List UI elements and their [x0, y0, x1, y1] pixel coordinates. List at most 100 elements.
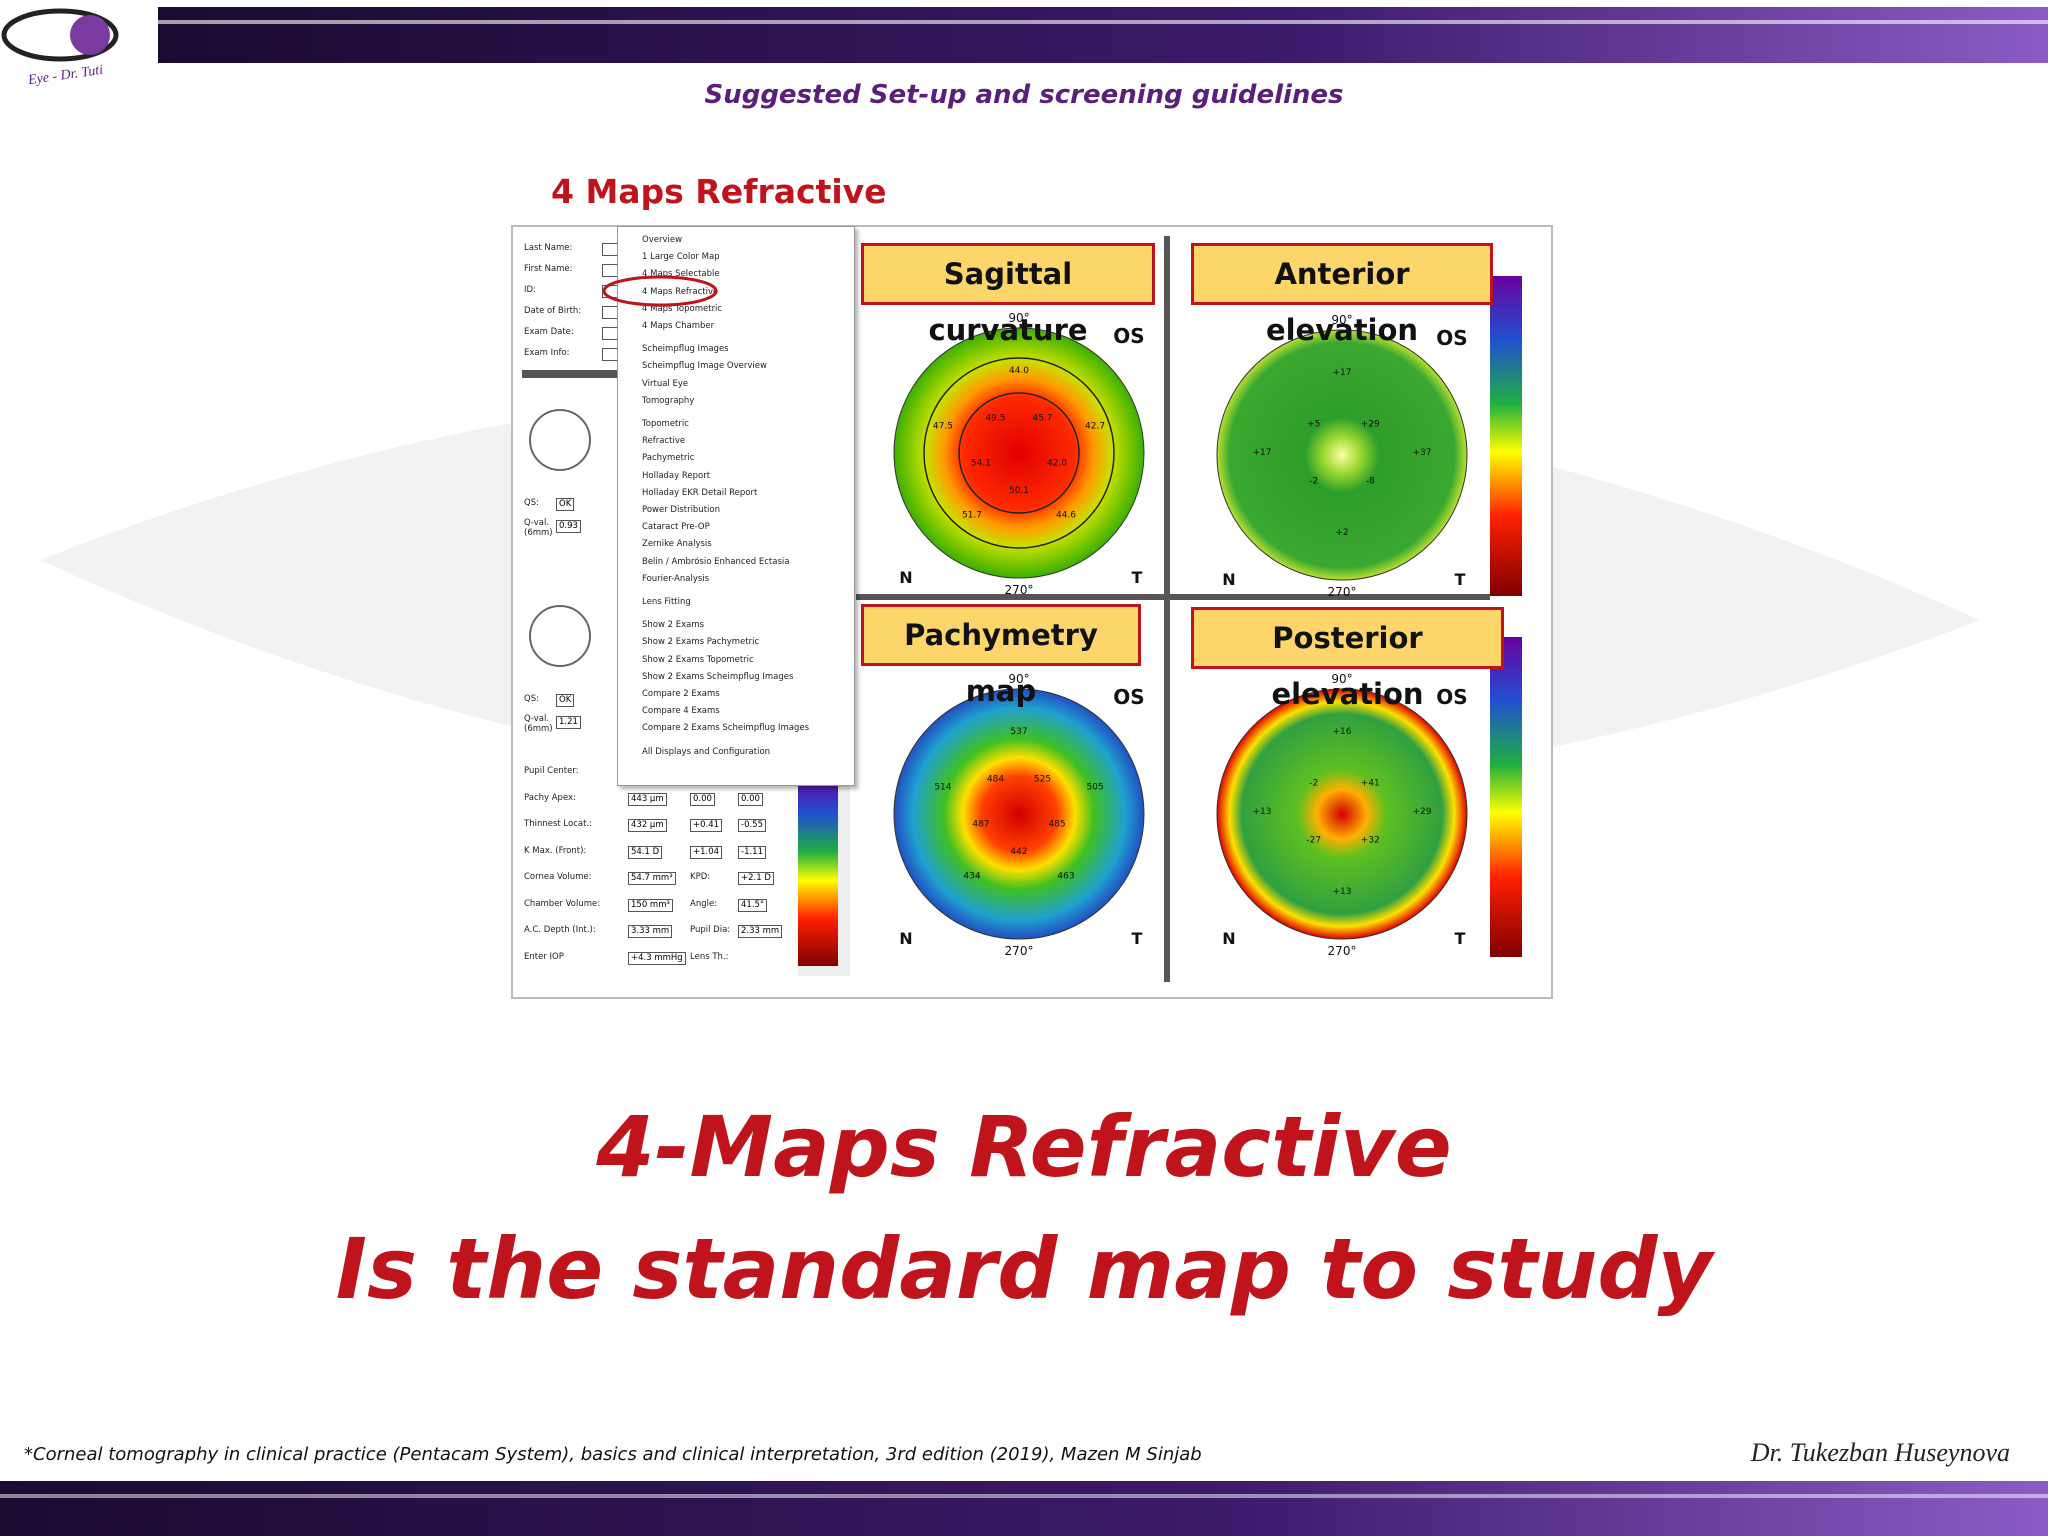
field-label: Last Name: [524, 243, 573, 253]
main-text: Is the standard map to study [335, 1220, 1713, 1318]
map-value: +37 [1413, 448, 1432, 458]
map-value: 44.6 [1056, 511, 1076, 521]
map-value: 51.7 [962, 511, 982, 521]
map-axis: 270° [1005, 944, 1034, 958]
measure-value: +1.04 [690, 845, 723, 859]
measure-label: Lens Th.: [690, 951, 729, 962]
measure-value: +4.3 mmHg [628, 951, 686, 965]
map-value: 44.0 [1009, 366, 1029, 376]
map [893, 688, 1145, 940]
author: Dr. Tukezban Huseynova [1750, 1438, 2010, 1467]
map-value: 47.5 [933, 421, 953, 431]
map-nasal: N [899, 929, 912, 948]
measure-value: +2.1 D [738, 872, 774, 885]
map-temporal: T [1132, 929, 1143, 948]
menu-item: Show 2 Exams Pachymetric [642, 637, 760, 648]
measure-value: -1.11 [738, 845, 766, 859]
map-title: Anterior elevation [1191, 243, 1493, 347]
map-value: +16 [1333, 727, 1352, 737]
map-value: 514 [934, 782, 951, 792]
map-value: -27 [1306, 835, 1321, 845]
menu-item: Holladay Report [642, 470, 711, 481]
map-eye: OS [1436, 685, 1467, 709]
map-axis: 90° [1331, 313, 1352, 327]
measure-label: KPD: [690, 872, 711, 882]
map-value: 525 [1034, 775, 1051, 785]
main-text: 4-Maps Refractive [596, 1098, 1452, 1196]
map-ring [923, 357, 1115, 549]
map-title: Sagittal curvature [861, 243, 1155, 347]
qs-label: QS: [524, 694, 539, 704]
menu-item: Scheimpflug Image Overview [642, 361, 767, 372]
map-value: 49.5 [985, 414, 1005, 424]
menu-item: Power Distribution [642, 505, 720, 515]
map-value: +29 [1413, 807, 1432, 817]
menu-item: Show 2 Exams [642, 620, 705, 631]
map-value: 50.1 [1009, 486, 1029, 496]
menu-item: Holladay EKR Detail Report [642, 487, 758, 498]
menu-item: Compare 2 Exams Scheimpflug Images [642, 723, 809, 734]
measure-label: A.C. Depth (Int.): [524, 925, 596, 935]
map [893, 327, 1145, 579]
measure-value: 150 mm³ [628, 898, 673, 912]
field-box [602, 306, 618, 319]
menu-item: Show 2 Exams Scheimpflug Images [642, 671, 794, 682]
map-value: 505 [1086, 782, 1103, 792]
menu-item: 4 Maps Chamber [642, 321, 715, 331]
measure-label: Pachy Apex: [524, 792, 576, 803]
qval-value: 0.93 [556, 520, 581, 533]
map-value: 54.1 [971, 458, 991, 468]
map-title: Pachymetry map [861, 604, 1141, 708]
map-value: 484 [987, 775, 1004, 785]
map-eye: OS [1113, 324, 1144, 348]
menu-item: 4 Maps Refractive [642, 286, 719, 297]
menu-item: Zernike Analysis [642, 539, 712, 550]
field-box [602, 285, 618, 298]
menu-item: 1 Large Color Map [642, 252, 720, 263]
map-temporal: T [1455, 570, 1466, 589]
map-value: +32 [1361, 835, 1380, 845]
map-axis: 90° [1331, 672, 1352, 686]
measure-label: Chamber Volume: [524, 898, 601, 909]
map-value: +5 [1307, 420, 1320, 430]
measure-value: 443 µm [628, 792, 667, 806]
field-label: ID: [524, 285, 536, 295]
field-box [602, 348, 618, 361]
map-ring [958, 392, 1080, 514]
qval-value: 1.21 [556, 716, 581, 729]
field-label: Date of Birth: [524, 306, 582, 316]
map-value: 442 [1010, 847, 1027, 857]
qval-label: Q-val. (6mm) [524, 518, 553, 538]
map-axis: 270° [1328, 944, 1357, 958]
measure-value: 432 µm [628, 819, 667, 832]
qs-value: OK [556, 694, 575, 707]
measure-value: +0.41 [690, 819, 723, 832]
map-eye: OS [1436, 326, 1467, 350]
measure-value: 54.7 mm³ [628, 872, 676, 885]
map-value: +17 [1253, 448, 1272, 458]
menu-item: 4 Maps Topometric [642, 303, 723, 314]
menu-item: Pachymetric [642, 453, 695, 464]
map-temporal: T [1455, 929, 1466, 948]
subtitle: Suggested Set-up and screening guideline… [704, 80, 1344, 110]
map [1216, 329, 1468, 581]
map-value: +29 [1361, 420, 1380, 430]
measure-value: 54.1 D [628, 845, 663, 859]
map-axis: 270° [1328, 585, 1357, 599]
map [1216, 688, 1468, 940]
field-label: Exam Info: [524, 348, 570, 358]
qs-value: OK [556, 498, 575, 511]
screenshot-title: 4 Maps Refractive [551, 172, 887, 211]
map-value: +13 [1253, 807, 1272, 817]
measure-label: Thinnest Locat.: [524, 819, 592, 829]
map-temporal: T [1132, 568, 1143, 587]
field-label: Exam Date: [524, 327, 574, 337]
map-value: 537 [1010, 727, 1027, 737]
menu-item: Topometric [642, 419, 689, 429]
measure-label: K Max. (Front): [524, 845, 587, 856]
measure-value: 0.00 [690, 792, 715, 806]
menu-item: Lens Fitting [642, 597, 691, 607]
map-nasal: N [1222, 929, 1235, 948]
map-value: -2 [1309, 779, 1318, 789]
